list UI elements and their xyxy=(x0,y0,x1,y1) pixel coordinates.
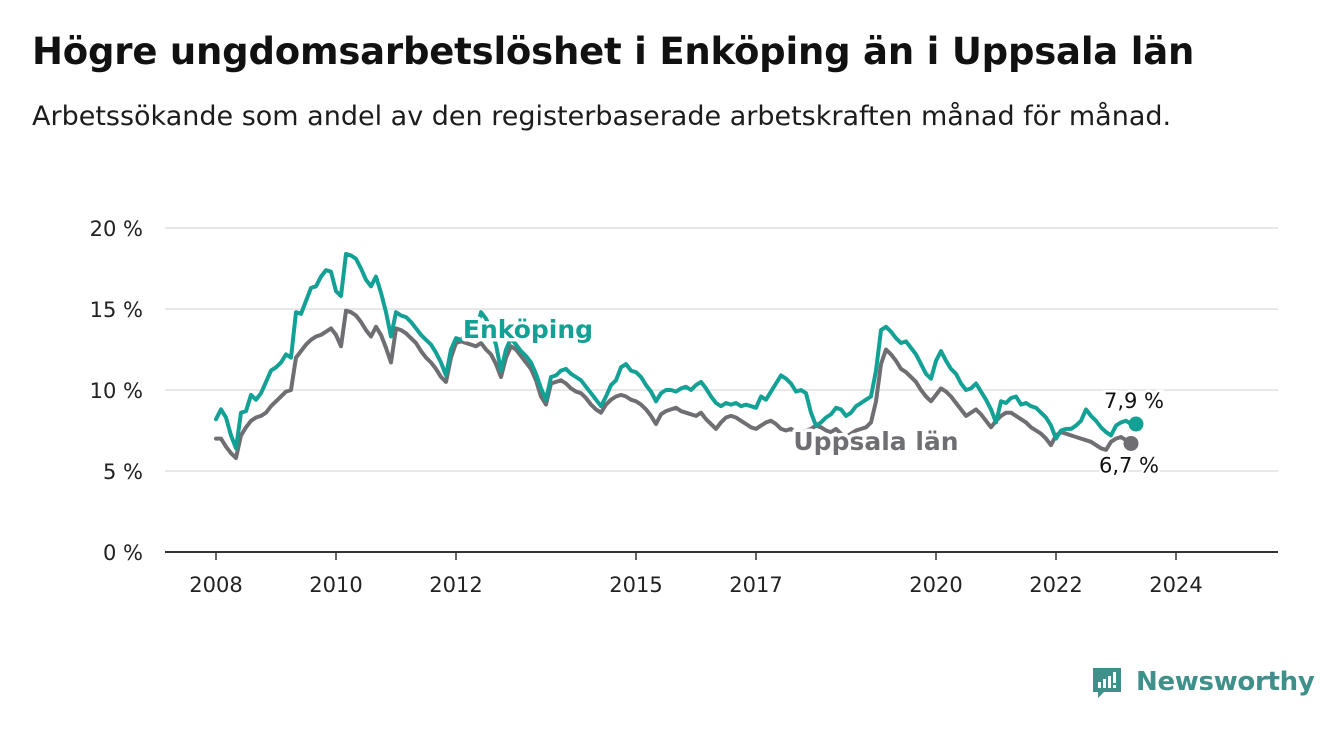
end-point-enkoping xyxy=(1128,416,1144,432)
line-chart: 0 %5 %10 %15 %20 % 2008 2010 2012 2015 2017 2… xyxy=(90,217,1278,597)
x-tick-label: 2017 xyxy=(729,573,782,597)
series-line-enkoping xyxy=(214,251,1138,451)
y-tick-label: 20 % xyxy=(90,217,143,241)
newsworthy-logo-icon xyxy=(1093,668,1121,698)
chart-title: Högre ungdomsarbetslöshet i Enköping än … xyxy=(32,30,1195,73)
y-tick-label: 0 % xyxy=(103,541,143,565)
end-value-label: 6,7 % xyxy=(1099,453,1159,477)
x-tick-label: 2015 xyxy=(609,573,662,597)
brand-name: Newsworthy xyxy=(1136,667,1315,697)
series-name-label: Uppsala län xyxy=(793,427,958,456)
x-axis: 2008 2010 2012 2015 2017 2020 2022 2024 xyxy=(165,551,1278,597)
end-value-label: 7,9 % xyxy=(1104,389,1164,413)
x-tick-label: 2010 xyxy=(309,573,362,597)
series-labels: Enköping Uppsala län 7,9 % 6,7 % xyxy=(459,312,1166,480)
y-tick-label: 5 % xyxy=(103,460,143,484)
x-tick-label: 2020 xyxy=(909,573,962,597)
newsworthy-logo: Newsworthy xyxy=(1090,660,1315,704)
y-tick-label: 15 % xyxy=(90,298,143,322)
gridlines xyxy=(165,227,1278,472)
x-tick-label: 2012 xyxy=(429,573,482,597)
y-axis: 0 % 5 % 10 % 15 % 20 % xyxy=(90,217,143,565)
y-tick-label: 10 % xyxy=(90,379,143,403)
chart-subtitle: Arbetssökande som andel av den registerb… xyxy=(32,101,1172,132)
x-tick-label: 2024 xyxy=(1149,573,1202,597)
series-lines xyxy=(214,251,1144,460)
x-tick-label: 2008 xyxy=(189,573,242,597)
series-line-uppsala-lan xyxy=(214,308,1133,460)
end-point-uppsala-lan xyxy=(1123,435,1139,451)
x-tick-label: 2022 xyxy=(1029,573,1082,597)
series-name-label: Enköping xyxy=(463,315,593,344)
